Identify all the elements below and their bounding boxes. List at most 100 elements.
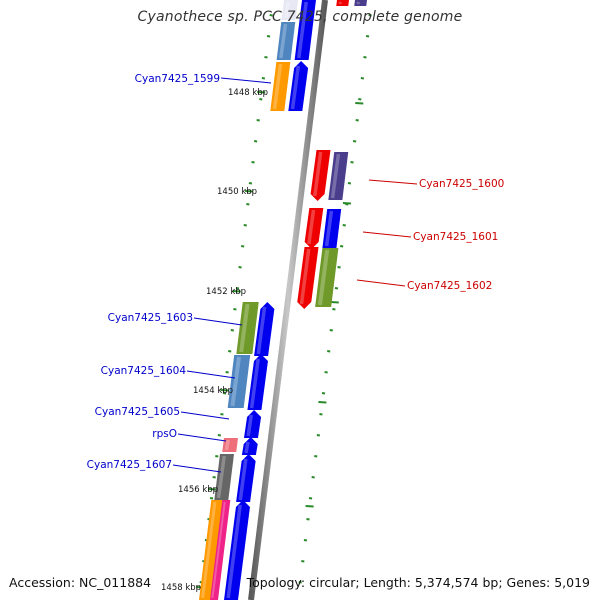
minor-tick (332, 308, 336, 311)
gene-label-cyan7425-1607[interactable]: Cyan7425_1607 (87, 459, 172, 471)
cds-forward-rpso[interactable] (241, 437, 258, 455)
minor-tick (246, 203, 250, 206)
gene-label-cyan7425-1605[interactable]: Cyan7425_1605 (95, 406, 180, 418)
cds-forward-1607[interactable] (236, 454, 256, 502)
gene-label-rpso[interactable]: rpsO (152, 428, 177, 440)
gene-label-cyan7425-1601[interactable]: Cyan7425_1601 (413, 231, 498, 243)
cog-box-bottom-orange-highlight (201, 501, 217, 599)
minor-tick (347, 182, 352, 185)
cds-forward-1604-highlight (249, 358, 260, 409)
minor-tick (248, 182, 253, 185)
cog-box-bottom-pink[interactable] (210, 500, 231, 600)
cog-box-1599[interactable] (270, 62, 291, 111)
cog-box-1601[interactable] (322, 209, 342, 248)
cog-box-1602-highlight (317, 249, 330, 306)
minor-tick (327, 350, 331, 353)
minor-tick (352, 140, 357, 143)
minor-tick (240, 245, 245, 248)
minor-tick (230, 329, 234, 332)
minor-tick (329, 329, 333, 332)
minor-tick (222, 392, 227, 395)
cog-box-1600[interactable] (328, 152, 349, 200)
minor-tick (324, 371, 328, 374)
minor-tick (243, 224, 247, 227)
major-tick (342, 202, 352, 205)
cog-box-steelblue-top[interactable] (276, 22, 296, 60)
minor-tick (269, 14, 273, 17)
cds-reverse-1601[interactable] (304, 208, 324, 249)
minor-tick (303, 539, 308, 542)
minor-tick (342, 224, 346, 227)
cds-forward-1599[interactable] (288, 61, 309, 111)
minor-tick (368, 14, 372, 17)
cog-box-1607-highlight (216, 455, 226, 499)
major-tick (355, 102, 364, 105)
minor-tick (360, 77, 365, 80)
cog-box-top-highlight (284, 1, 290, 19)
minor-tick (215, 455, 219, 458)
cog-box-rpso[interactable] (222, 438, 238, 452)
minor-tick (334, 287, 339, 290)
map-title: Cyanothece sp. PCC 7425, complete genome (137, 9, 463, 25)
minor-tick (308, 497, 313, 500)
scale-label-1452: 1452 kbp (206, 287, 246, 297)
label-leader-lines (172, 77, 418, 473)
gene-label-cyan7425-1600[interactable]: Cyan7425_1600 (419, 178, 504, 190)
leader-line-cyan7425-1601 (362, 231, 412, 238)
minor-tick (314, 455, 318, 458)
cog-box-1604[interactable] (227, 355, 251, 408)
cds-forward-bottom[interactable] (224, 500, 250, 600)
cds-reverse-1602[interactable] (297, 247, 319, 309)
scale-ticks (196, 14, 372, 589)
minor-tick (235, 287, 240, 290)
gene-label-cyan7425-1603[interactable]: Cyan7425_1603 (108, 312, 193, 324)
leader-line-cyan7425-1605 (180, 411, 230, 420)
scale-label-1454: 1454 kbp (193, 386, 233, 396)
cds-reverse-1601-highlight (307, 209, 316, 245)
cds-forward-1605-highlight (246, 414, 253, 437)
gene-features (199, 0, 367, 600)
cds-reverse-top[interactable] (336, 0, 349, 6)
minor-tick (264, 56, 268, 59)
gene-label-cyan7425-1604[interactable]: Cyan7425_1604 (101, 365, 187, 377)
gene-label-cyan7425-1602[interactable]: Cyan7425_1602 (407, 280, 492, 292)
minor-tick (316, 434, 321, 437)
cds-reverse-top-highlight (338, 1, 343, 5)
leader-line-cyan7425-1604 (186, 370, 236, 379)
cog-box-top[interactable] (281, 0, 298, 20)
genome-summary-text: Topology: circular; Length: 5,374,574 bp… (246, 575, 590, 590)
scale-label-1458: 1458 kbp (161, 583, 201, 593)
cog-box-bottom-orange[interactable] (199, 500, 224, 600)
minor-tick (363, 56, 367, 59)
cds-forward-1603[interactable] (254, 302, 275, 356)
cog-box-bottom-pink-highlight (211, 501, 226, 599)
gene-label-cyan7425-1599[interactable]: Cyan7425_1599 (135, 73, 220, 85)
minor-tick (358, 98, 362, 101)
minor-tick (238, 266, 242, 269)
genome-backbone (248, 0, 328, 600)
minor-tick (301, 560, 305, 563)
cds-reverse-1600[interactable] (310, 150, 331, 201)
cds-forward-1604[interactable] (247, 354, 268, 410)
major-tick (220, 389, 229, 392)
cog-box-1599-highlight (272, 63, 283, 110)
major-tick (245, 190, 254, 193)
cds-forward-top-highlight (297, 1, 308, 59)
scale-labels: 1448 kbp 1450 kbp 1452 kbp 1454 kbp 1456… (161, 88, 268, 593)
minor-tick (266, 35, 271, 38)
leader-line-cyan7425-1600 (368, 179, 418, 185)
cds-forward-1605[interactable] (243, 410, 262, 438)
cog-box-1602[interactable] (315, 248, 339, 307)
cog-box-1607[interactable] (214, 454, 235, 500)
minor-tick (259, 98, 263, 101)
minor-tick (212, 476, 216, 479)
cds-forward-top[interactable] (294, 0, 316, 60)
scale-label-1456: 1456 kbp (178, 485, 218, 495)
major-tick (232, 290, 241, 293)
leader-line-cyan7425-1607 (172, 464, 222, 473)
cog-box-1603[interactable] (236, 302, 259, 354)
cog-box-right-top[interactable] (354, 0, 367, 6)
minor-tick (321, 392, 326, 395)
cog-box-1603-highlight (239, 303, 250, 353)
